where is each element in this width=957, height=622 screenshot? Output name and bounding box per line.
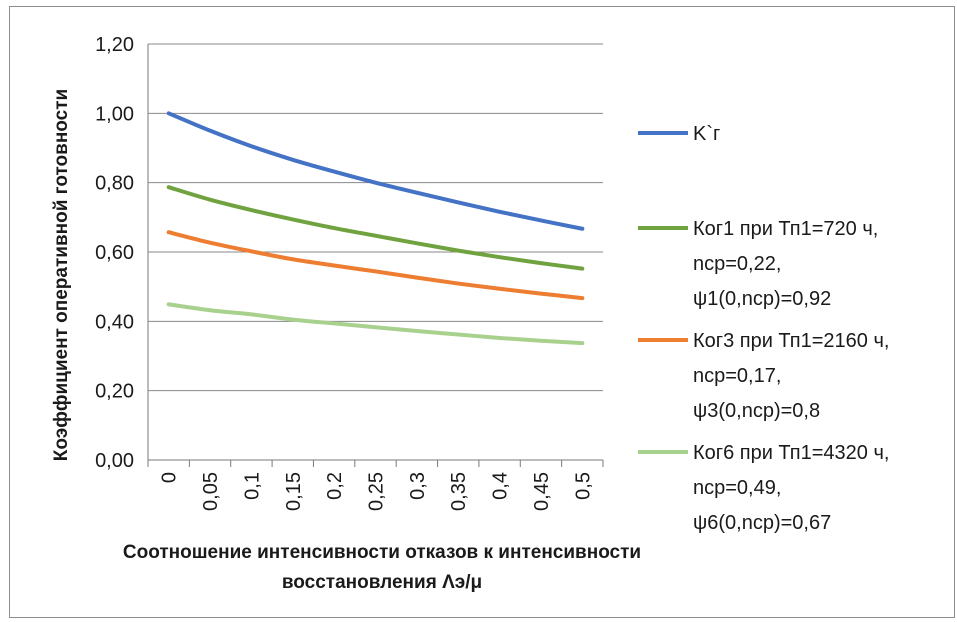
- y-axis-ticks: 0,00 0,20 0,40 0,60 0,80 1,00 1,20: [95, 34, 134, 472]
- legend-label-3: nср=0,17,: [693, 365, 781, 387]
- y-tick-label: 0,60: [95, 242, 134, 264]
- legend-label-3: Ког3 при Тп1=2160 ч,: [693, 330, 889, 352]
- y-tick-label: 0,40: [95, 311, 134, 333]
- legend-label-4: ψ6(0,nср)=0,67: [693, 512, 831, 534]
- x-tick-label: 0,25: [366, 472, 388, 511]
- legend-label-2: ψ1(0,nср)=0,92: [693, 288, 831, 310]
- legend-label-1: K`г: [693, 123, 720, 145]
- x-tick-label: 0,2: [324, 472, 346, 500]
- x-tick-label: 0,15: [283, 472, 305, 511]
- x-tick-label: 0,45: [531, 472, 553, 511]
- x-tick-label: 0,3: [407, 472, 429, 500]
- x-axis-ticks: 0 0,05 0,1 0,15 0,2 0,25 0,3 0,35 0,4 0,45 0,5: [147, 460, 604, 511]
- legend-label-3: ψ3(0,nср)=0,8: [693, 400, 820, 422]
- legend: K`г Ког1 при Тп1=720 ч, nср=0,22, ψ1(0,nср)…: [638, 123, 889, 534]
- series-line-2: [166, 185, 585, 271]
- series-line-3: [166, 230, 585, 301]
- x-axis-title-line-2: восстановления Λэ/μ: [282, 572, 482, 593]
- x-tick-label: 0,1: [241, 472, 263, 500]
- x-tick-label: 0,4: [490, 472, 512, 500]
- gridlines: [147, 43, 603, 461]
- x-tick-label: 0,5: [572, 472, 594, 500]
- series-layer: [166, 111, 585, 346]
- y-axis-title: Коэффициент оперативной готовности: [51, 89, 72, 461]
- x-tick-label: 0,05: [200, 472, 222, 511]
- series-line-1: [166, 111, 585, 231]
- x-axis-title-line-1: Соотношение интенсивности отказов к инте…: [123, 542, 641, 563]
- legend-label-2: Ког1 при Тп1=720 ч,: [693, 218, 878, 240]
- x-tick-label: 0,35: [448, 472, 470, 511]
- legend-label-4: nср=0,49,: [693, 477, 781, 499]
- legend-label-4: Ког6 при Тп1=4320 ч,: [693, 442, 889, 464]
- y-tick-label: 0,20: [95, 381, 134, 403]
- y-tick-label: 1,00: [95, 103, 134, 125]
- series-line-4: [166, 302, 585, 346]
- chart-frame: [9, 6, 955, 618]
- legend-label-2: nср=0,22,: [693, 253, 781, 275]
- x-tick-label: 0: [159, 472, 181, 483]
- y-tick-label: 0,00: [95, 450, 134, 472]
- y-tick-label: 0,80: [95, 173, 134, 195]
- y-tick-label: 1,20: [95, 34, 134, 56]
